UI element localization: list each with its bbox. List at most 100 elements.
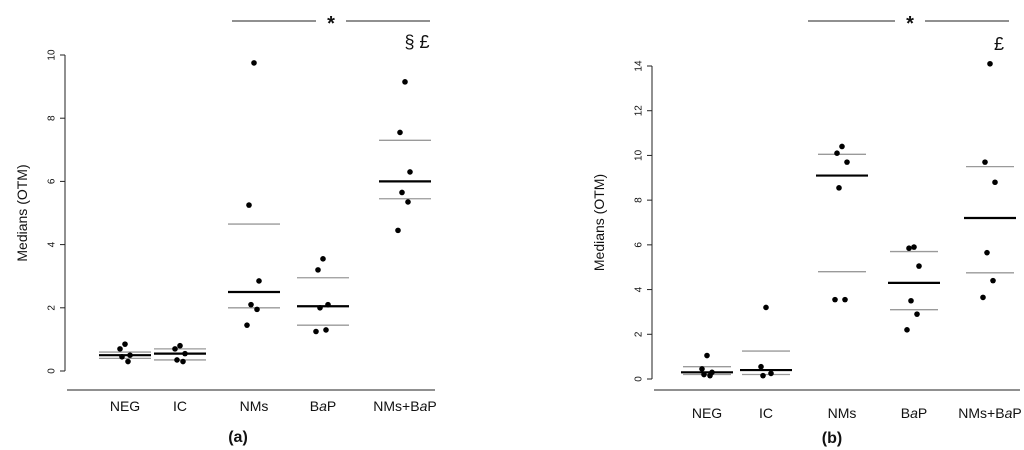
data-point bbox=[906, 245, 912, 252]
data-point bbox=[177, 342, 183, 349]
data-point bbox=[842, 296, 848, 303]
data-point bbox=[911, 244, 917, 250]
category-label-part: B bbox=[901, 405, 910, 421]
y-tick-label: 6 bbox=[47, 178, 58, 184]
x-category-label: NEG bbox=[110, 398, 140, 414]
data-point bbox=[844, 159, 850, 165]
y-tick-label: 6 bbox=[634, 242, 645, 248]
data-point bbox=[914, 311, 920, 317]
data-point bbox=[117, 346, 123, 352]
x-category-label: IC bbox=[173, 398, 187, 414]
data-point bbox=[405, 199, 411, 205]
y-axis-label: Medians (OTM) bbox=[591, 174, 607, 271]
category-label-part: NMs+B bbox=[958, 405, 1004, 421]
category-label-italic: a bbox=[319, 398, 327, 414]
data-point bbox=[125, 358, 131, 365]
category-label-part: B bbox=[310, 398, 319, 414]
data-point bbox=[397, 129, 403, 136]
category-label-italic: a bbox=[420, 398, 428, 414]
data-point bbox=[256, 278, 262, 284]
category-label-part: P bbox=[427, 398, 436, 414]
data-point bbox=[407, 169, 413, 175]
data-point bbox=[760, 372, 766, 379]
data-point bbox=[395, 227, 401, 234]
y-axis-label: Medians (OTM) bbox=[14, 164, 30, 261]
data-point bbox=[254, 306, 260, 313]
x-category-label: NMs bbox=[240, 398, 269, 414]
y-tick-label: 14 bbox=[634, 60, 645, 72]
data-point bbox=[987, 60, 993, 67]
panel-label: (a) bbox=[228, 429, 248, 446]
x-category-label: NMs+BaP bbox=[958, 405, 1021, 421]
y-tick-label: 0 bbox=[47, 368, 58, 374]
data-point bbox=[323, 327, 329, 333]
category-label-italic: a bbox=[1005, 405, 1013, 421]
y-tick-label: 10 bbox=[634, 149, 645, 161]
significance-star: * bbox=[906, 13, 914, 35]
data-point bbox=[832, 296, 838, 303]
x-category-label: IC bbox=[759, 405, 773, 421]
y-tick-label: 2 bbox=[47, 305, 58, 311]
data-point bbox=[990, 277, 996, 284]
y-tick-label: 12 bbox=[634, 105, 645, 117]
x-category-label: NEG bbox=[692, 405, 722, 421]
data-point bbox=[984, 249, 990, 256]
data-point bbox=[763, 304, 769, 311]
data-point bbox=[834, 150, 840, 156]
data-point bbox=[320, 256, 326, 262]
y-tick-label: 10 bbox=[47, 49, 58, 61]
data-point bbox=[122, 341, 128, 347]
data-point bbox=[172, 346, 178, 352]
y-tick-label: 8 bbox=[47, 115, 58, 121]
data-point bbox=[246, 202, 252, 208]
category-label-part: NMs+B bbox=[373, 398, 419, 414]
data-point bbox=[315, 267, 321, 273]
y-tick-label: 8 bbox=[634, 197, 645, 203]
category-label-part: P bbox=[327, 398, 336, 414]
data-point bbox=[839, 143, 845, 150]
data-point bbox=[119, 353, 125, 360]
data-point bbox=[916, 263, 922, 269]
data-point bbox=[699, 366, 705, 372]
data-point bbox=[180, 358, 186, 365]
data-point bbox=[244, 322, 250, 328]
x-category-label: NMs bbox=[828, 405, 857, 421]
y-tick-label: 2 bbox=[634, 331, 645, 337]
significance-marker: § £ bbox=[404, 32, 429, 52]
data-point bbox=[127, 352, 133, 359]
panel-label: (b) bbox=[822, 430, 842, 447]
y-tick-label: 4 bbox=[47, 241, 58, 247]
data-point bbox=[399, 189, 405, 196]
significance-marker: £ bbox=[994, 34, 1004, 54]
x-category-label: NMs+BaP bbox=[373, 398, 436, 414]
data-point bbox=[313, 328, 319, 335]
y-tick-label: 4 bbox=[634, 286, 645, 292]
data-point bbox=[182, 350, 188, 357]
data-point bbox=[768, 370, 774, 377]
data-point bbox=[982, 159, 988, 165]
x-category-label: BaP bbox=[901, 405, 927, 421]
y-tick-label: 0 bbox=[634, 376, 645, 382]
data-point bbox=[707, 372, 713, 379]
data-point bbox=[317, 305, 323, 311]
data-point bbox=[836, 185, 842, 191]
category-label-part: P bbox=[918, 405, 927, 421]
category-label-part: P bbox=[1012, 405, 1021, 421]
data-point bbox=[402, 79, 408, 85]
data-point bbox=[251, 60, 257, 66]
data-point bbox=[908, 297, 914, 304]
data-point bbox=[704, 352, 710, 359]
data-point bbox=[248, 301, 254, 308]
significance-star: * bbox=[327, 13, 335, 35]
data-point bbox=[325, 301, 331, 308]
x-category-label: BaP bbox=[310, 398, 336, 414]
data-point bbox=[980, 294, 986, 301]
data-point bbox=[758, 363, 764, 370]
data-point bbox=[174, 357, 180, 363]
category-label-italic: a bbox=[910, 405, 918, 421]
data-point bbox=[904, 327, 910, 333]
data-point bbox=[701, 371, 707, 378]
